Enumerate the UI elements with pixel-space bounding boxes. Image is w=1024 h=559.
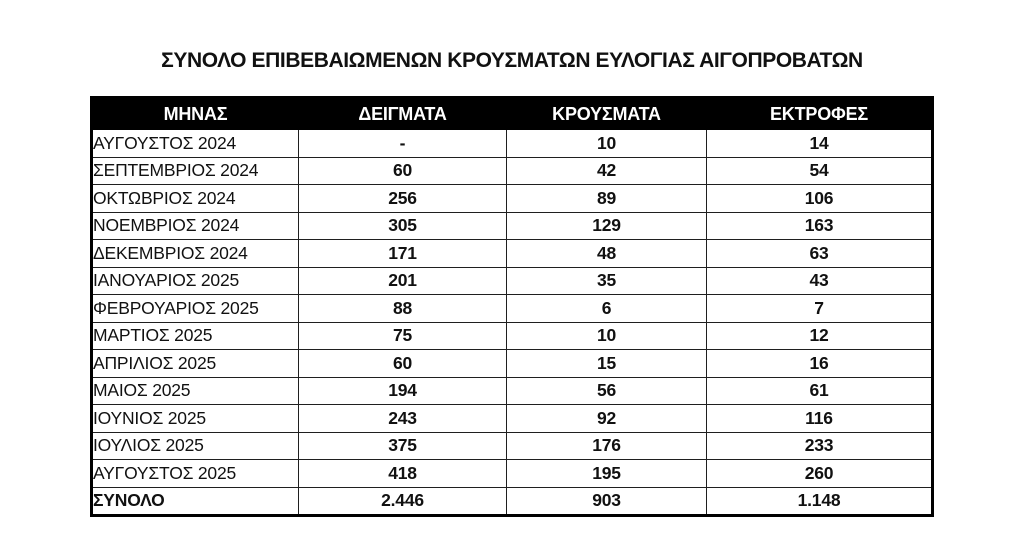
table-row: ΝΟΕΜΒΡΙΟΣ 2024 305 129 163 — [91, 211, 933, 240]
cell-farms: 163 — [706, 211, 933, 240]
cell-month: ΣΕΠΤΕΜΒΡΙΟΣ 2024 — [91, 156, 299, 185]
cell-farms: 43 — [706, 266, 933, 295]
cell-cases: 48 — [506, 239, 707, 268]
table-row: ΜΑΙΟΣ 2025 194 56 61 — [91, 376, 933, 405]
cell-farms: 54 — [706, 156, 933, 185]
table-row: ΔΕΚΕΜΒΡΙΟΣ 2024 171 48 63 — [91, 239, 933, 268]
col-header-cases: ΚΡΟΥΣΜΑΤΑ — [506, 97, 707, 130]
cell-cases: 903 — [506, 486, 707, 516]
cell-samples: 60 — [298, 156, 507, 185]
cell-month: ΙΟΥΛΙΟΣ 2025 — [91, 431, 299, 460]
table-row: ΜΑΡΤΙΟΣ 2025 75 10 12 — [91, 321, 933, 350]
cell-farms: 233 — [706, 431, 933, 460]
table-row: ΦΕΒΡΟΥΑΡΙΟΣ 2025 88 6 7 — [91, 294, 933, 323]
cell-farms: 61 — [706, 376, 933, 405]
cell-samples: 305 — [298, 211, 507, 240]
cell-cases: 15 — [506, 349, 707, 378]
cell-month: ΟΚΤΩΒΡΙΟΣ 2024 — [91, 184, 299, 213]
page-title: ΣΥΝΟΛΟ ΕΠΙΒΕΒΑΙΩΜΕΝΩΝ ΚΡΟΥΣΜΑΤΩΝ ΕΥΛΟΓΙΑ… — [161, 49, 863, 72]
cell-month: ΑΠΡΙΛΙΟΣ 2025 — [91, 349, 299, 378]
cell-month: ΔΕΚΕΜΒΡΙΟΣ 2024 — [91, 239, 299, 268]
cell-samples: 75 — [298, 321, 507, 350]
table-row: ΙΟΥΝΙΟΣ 2025 243 92 116 — [91, 404, 933, 433]
cell-month: ΜΑΙΟΣ 2025 — [91, 376, 299, 405]
cell-samples: 375 — [298, 431, 507, 460]
table-body: ΑΥΓΟΥΣΤΟΣ 2024-10 14 ΣΕΠΤΕΜΒΡΙΟΣ 2024 60 42 5… — [91, 129, 933, 516]
cell-month: ΑΥΓΟΥΣΤΟΣ 2024 — [91, 129, 299, 158]
table-row: ΟΚΤΩΒΡΙΟΣ 2024 256 89 106 — [91, 184, 933, 213]
cell-month: ΝΟΕΜΒΡΙΟΣ 2024 — [91, 211, 299, 240]
cell-farms: 63 — [706, 239, 933, 268]
cell-farms: 106 — [706, 184, 933, 213]
cell-farms: 16 — [706, 349, 933, 378]
col-header-farms: ΕΚΤΡΟΦΕΣ — [706, 97, 933, 130]
cell-samples: 243 — [298, 404, 507, 433]
cell-farms: 260 — [706, 459, 933, 488]
cell-month: ΣΥΝΟΛΟ — [91, 486, 299, 516]
cell-samples: 2.446 — [298, 486, 507, 516]
cell-cases: 10 — [506, 321, 707, 350]
cell-samples: 201 — [298, 266, 507, 295]
cell-cases: 129 — [506, 211, 707, 240]
cell-cases: 176 — [506, 431, 707, 460]
cell-cases: 195 — [506, 459, 707, 488]
cell-cases: 35 — [506, 266, 707, 295]
table-header-row: ΜΗΝΑΣ ΔΕΙΓΜΑΤΑ ΚΡΟΥΣΜΑΤΑ ΕΚΤΡΟΦΕΣ — [91, 97, 933, 130]
cell-samples: 256 — [298, 184, 507, 213]
cell-month: ΙΑΝΟΥΑΡΙΟΣ 2025 — [91, 266, 299, 295]
cell-samples: 418 — [298, 459, 507, 488]
cell-cases: 10 — [506, 129, 707, 158]
table-row: ΙΟΥΛΙΟΣ 2025 375 176 233 — [91, 431, 933, 460]
cell-month: ΦΕΒΡΟΥΑΡΙΟΣ 2025 — [91, 294, 299, 323]
cell-cases: 42 — [506, 156, 707, 185]
table-row: ΑΥΓΟΥΣΤΟΣ 2024-10 14 — [91, 129, 933, 158]
table-total-row: ΣΥΝΟΛΟ 2.446 903 1.148 — [91, 486, 933, 516]
cell-cases: 56 — [506, 376, 707, 405]
table-row: ΣΕΠΤΕΜΒΡΙΟΣ 2024 60 42 54 — [91, 156, 933, 185]
cell-farms: 7 — [706, 294, 933, 323]
cell-farms: 14 — [706, 129, 933, 158]
col-header-samples: ΔΕΙΓΜΑΤΑ — [298, 97, 507, 130]
cases-table: ΜΗΝΑΣ ΔΕΙΓΜΑΤΑ ΚΡΟΥΣΜΑΤΑ ΕΚΤΡΟΦΕΣ ΑΥΓΟΥΣ… — [90, 96, 934, 517]
cell-farms: 12 — [706, 321, 933, 350]
cell-cases: 92 — [506, 404, 707, 433]
cell-month: ΑΥΓΟΥΣΤΟΣ 2025 — [91, 459, 299, 488]
cell-farms: 116 — [706, 404, 933, 433]
cell-samples: 171 — [298, 239, 507, 268]
table-row: ΑΠΡΙΛΙΟΣ 2025 60 15 16 — [91, 349, 933, 378]
cell-month: ΜΑΡΤΙΟΣ 2025 — [91, 321, 299, 350]
cell-samples: 88 — [298, 294, 507, 323]
cell-samples: - — [298, 129, 507, 158]
table-row: ΙΑΝΟΥΑΡΙΟΣ 2025 201 35 43 — [91, 266, 933, 295]
col-header-month: ΜΗΝΑΣ — [91, 97, 299, 130]
cell-cases: 6 — [506, 294, 707, 323]
cell-cases: 89 — [506, 184, 707, 213]
cell-samples: 194 — [298, 376, 507, 405]
cell-samples: 60 — [298, 349, 507, 378]
cell-farms: 1.148 — [706, 486, 933, 516]
table-row: ΑΥΓΟΥΣΤΟΣ 2025 418 195 260 — [91, 459, 933, 488]
cell-month: ΙΟΥΝΙΟΣ 2025 — [91, 404, 299, 433]
